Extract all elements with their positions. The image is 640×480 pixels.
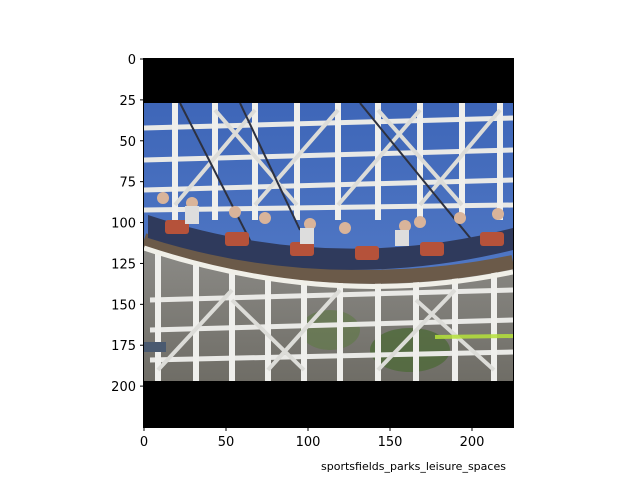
y-tick-label: 175 (111, 339, 136, 354)
y-tick-label: 50 (119, 135, 136, 150)
x-tick-label: 50 (218, 435, 235, 450)
photo-image (144, 59, 513, 427)
x-tick-label: 200 (460, 435, 485, 450)
image-caption: sportsfields_parks_leisure_spaces (321, 460, 506, 473)
y-axis: 0 25 50 75 100 125 150 175 200 (111, 53, 144, 395)
y-tick-label: 200 (111, 380, 136, 395)
x-tick-label: 150 (378, 435, 403, 450)
x-tick-label: 0 (140, 435, 148, 450)
axes-frame (143, 58, 514, 428)
y-tick-label: 0 (128, 53, 136, 68)
top-black-band (144, 59, 513, 103)
roller-coaster-photo (144, 103, 513, 381)
x-tick-label: 100 (296, 435, 321, 450)
y-tick-label: 25 (119, 94, 136, 109)
y-tick-label: 125 (111, 257, 136, 272)
y-tick-label: 100 (111, 217, 136, 232)
y-tick-label: 150 (111, 298, 136, 313)
x-axis: 0 50 100 150 200 (140, 427, 485, 450)
bottom-black-band (144, 381, 513, 427)
y-tick-label: 75 (119, 176, 136, 191)
